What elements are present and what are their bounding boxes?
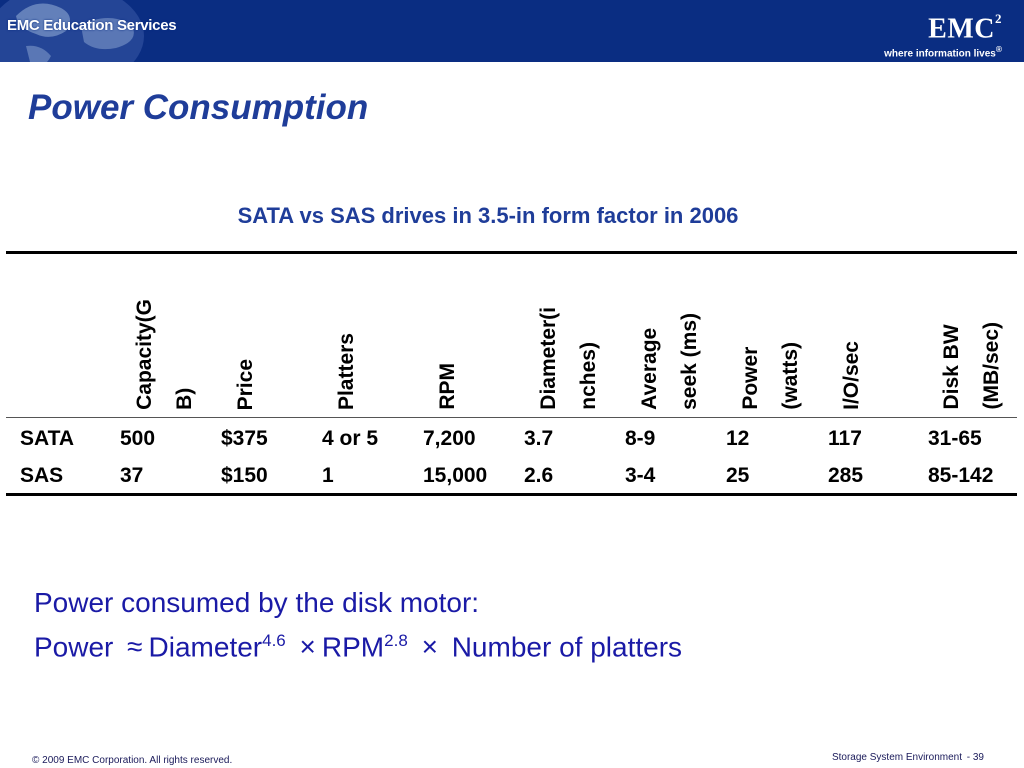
column-header-disk-bw: Disk BW (MB/sec) bbox=[940, 322, 1003, 410]
approx-symbol: ≈ bbox=[127, 631, 143, 663]
table-cell: 85-142 bbox=[928, 464, 994, 487]
section-footer: Storage System Environment bbox=[831, 752, 962, 763]
emc-logo-word: EMC2 bbox=[928, 11, 1002, 45]
education-services-label: EMC Education Services bbox=[7, 17, 177, 34]
table-top-rule bbox=[6, 251, 1017, 254]
row-label-sata: SATA bbox=[20, 427, 75, 450]
table-cell: 31-65 bbox=[928, 427, 982, 450]
header-band: EMC Education Services EMC2 where inform… bbox=[0, 0, 1024, 62]
column-header-average-seek: Average seek (ms) bbox=[638, 313, 701, 410]
table-cell: 1 bbox=[322, 464, 334, 487]
table-cell: 4 or 5 bbox=[322, 427, 379, 450]
row-label-sas: SAS bbox=[20, 464, 64, 487]
table-caption: SATA vs SAS drives in 3.5-in form factor… bbox=[237, 203, 739, 228]
column-header-iops: I/O/sec bbox=[840, 341, 863, 410]
column-header-capacity: Capacity(G B) bbox=[133, 299, 196, 410]
page-title: Power Consumption bbox=[28, 88, 369, 127]
copyright-footer: © 2009 EMC Corporation. All rights reser… bbox=[32, 755, 233, 766]
column-header-price: Price bbox=[234, 358, 257, 410]
times-symbol: × bbox=[421, 631, 438, 663]
formula-intro: Power consumed by the disk motor: bbox=[34, 587, 480, 618]
globe-icon bbox=[0, 0, 144, 62]
table-cell: 15,000 bbox=[423, 464, 488, 487]
table-cell: $150 bbox=[221, 464, 268, 487]
power-formula: Power consumed by the disk motor: Power … bbox=[34, 584, 682, 666]
emc-tagline: where information lives® bbox=[884, 44, 1002, 60]
diameter-exponent: 4.6 bbox=[262, 631, 286, 650]
table-header-rule bbox=[6, 417, 1017, 418]
table-bottom-rule bbox=[6, 493, 1017, 496]
column-header-power: Power (watts) bbox=[739, 342, 802, 410]
table-cell: 2.6 bbox=[524, 464, 554, 487]
table-cell: 8-9 bbox=[625, 427, 656, 450]
table-row: SAS 37 $150 1 15,000 2.6 3-4 25 285 85-1… bbox=[0, 464, 1024, 498]
rpm-exponent: 2.8 bbox=[384, 631, 408, 650]
table-cell: 37 bbox=[120, 464, 144, 487]
formula-rpm: RPM bbox=[321, 631, 385, 663]
table-cell: 3-4 bbox=[625, 464, 656, 487]
table-row: SATA 500 $375 4 or 5 7,200 3.7 8-9 12 11… bbox=[0, 427, 1024, 461]
column-header-rpm: RPM bbox=[436, 363, 459, 410]
formula-power: Power bbox=[34, 631, 114, 663]
column-header-platters: Platters bbox=[335, 332, 358, 410]
table-cell: 12 bbox=[726, 427, 750, 450]
page-number: - 39 bbox=[966, 752, 984, 763]
table-cell: 3.7 bbox=[524, 427, 554, 450]
table-cell: 25 bbox=[726, 464, 750, 487]
table-cell: 500 bbox=[120, 427, 156, 450]
table-cell: $375 bbox=[221, 427, 268, 450]
table-cell: 117 bbox=[828, 427, 862, 450]
column-header-diameter: Diameter(i nches) bbox=[537, 307, 600, 410]
formula-diameter: Diameter bbox=[148, 631, 263, 663]
times-symbol: × bbox=[299, 631, 316, 663]
table-cell: 7,200 bbox=[423, 427, 476, 450]
table-cell: 285 bbox=[828, 464, 864, 487]
formula-platters: Number of platters bbox=[451, 631, 683, 663]
emc-logo: EMC2 where information lives® bbox=[884, 8, 1002, 60]
formula-expression: Power ≈ Diameter4.6 × RPM2.8 × Number of p… bbox=[34, 622, 682, 666]
